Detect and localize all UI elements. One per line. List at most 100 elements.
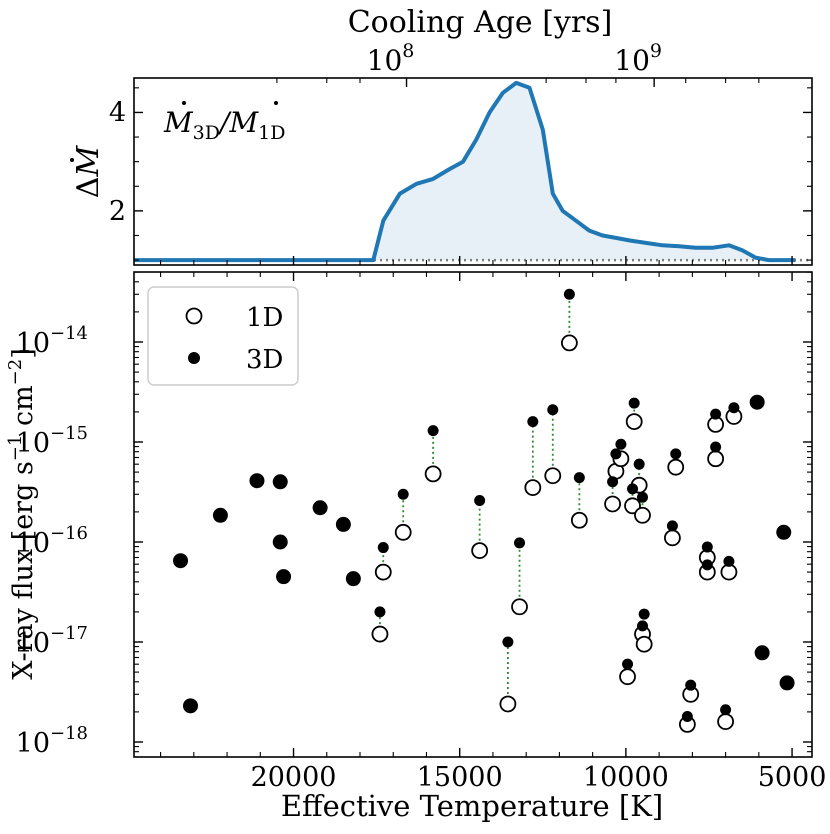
ratio-panel-ylabel: ΔM <box>71 145 106 199</box>
flux-3d-point <box>335 516 351 532</box>
flux-3d-point <box>723 555 735 567</box>
flux-3d-point <box>776 524 792 540</box>
flux-ytick-exp: −15 <box>50 423 88 444</box>
flux-1d-point <box>664 529 681 547</box>
flux-3d-point <box>710 441 722 453</box>
ratio-fill-area <box>134 82 796 261</box>
flux-ylabel-exp1: −1 <box>5 435 26 462</box>
flux-ylabel-end: ] <box>8 348 39 359</box>
top-tick-base: 10 <box>367 44 403 77</box>
flux-panel-xlabel: Effective Temperature [K] <box>281 789 663 823</box>
ratio-annotation-sub1d: 1D <box>258 122 285 144</box>
flux-1d-point <box>604 495 621 513</box>
flux-1d-point <box>624 497 641 515</box>
ratio-annotation-m1d: M <box>228 106 259 139</box>
top-tick-base: 10 <box>614 44 650 77</box>
ratio-ylabel-dot <box>70 158 74 162</box>
flux-3d-point <box>628 397 640 409</box>
flux-markers <box>173 288 795 733</box>
flux-ylabel-main: X-ray flux [erg s <box>8 461 39 680</box>
top-axis-tick-label: 108 <box>367 40 415 77</box>
top-axis-title: Cooling Age [yrs] <box>348 5 613 40</box>
flux-3d-point <box>272 474 288 490</box>
flux-3d-point <box>638 608 650 620</box>
flux-1d-point <box>560 334 578 352</box>
ratio-panel: 24 M3D/M1D ΔM <box>70 77 813 266</box>
ratio-ylabel-delta: Δ <box>71 177 106 199</box>
flux-3d-point <box>666 520 678 532</box>
flux-1d-point <box>511 598 528 616</box>
flux-ytick-label: 10−17 <box>16 623 88 659</box>
flux-3d-point <box>637 620 648 632</box>
ratio-annotation-slash: / <box>217 106 232 139</box>
flux-xtick-label: 15000 <box>417 762 503 793</box>
pair-connectors <box>379 294 735 725</box>
flux-3d-point <box>212 507 228 523</box>
flux-3d-point <box>502 636 514 648</box>
flux-ytick-base: 10 <box>16 328 50 359</box>
flux-3d-point <box>627 483 639 495</box>
legend-3d-marker <box>188 352 200 364</box>
top-tick-exp: 8 <box>402 40 414 62</box>
flux-ytick-label: 10−18 <box>16 723 88 759</box>
flux-3d-point <box>312 500 328 516</box>
flux-3d-point <box>610 448 622 460</box>
flux-ytick-exp: −17 <box>50 623 88 644</box>
flux-3d-point <box>397 488 409 500</box>
ratio-annotation-sub3d: 3D <box>193 122 220 144</box>
ratio-panel-frame <box>133 77 813 266</box>
ratio-ytick-label: 2 <box>109 196 126 227</box>
ratio-annotation: M3D/M1D <box>163 106 285 144</box>
flux-3d-point <box>622 658 634 670</box>
flux-ytick-label: 10−14 <box>16 323 88 359</box>
flux-3d-point <box>573 472 585 484</box>
flux-ytick-exp: −16 <box>50 523 88 544</box>
flux-3d-point <box>276 569 292 585</box>
top-axis-tick-label: 109 <box>614 40 662 77</box>
flux-1d-point <box>371 625 389 643</box>
flux-3d-point <box>710 408 722 420</box>
flux-3d-point <box>728 402 740 414</box>
flux-3d-point <box>547 404 559 416</box>
flux-xtick-label: 10000 <box>583 762 669 793</box>
flux-3d-point <box>749 394 765 410</box>
legend-1d-label: 1D <box>246 303 283 333</box>
flux-1d-point <box>634 506 651 524</box>
flux-ytick-base: 10 <box>16 428 50 459</box>
flux-1d-point <box>707 450 725 468</box>
flux-3d-point <box>474 495 486 507</box>
flux-3d-point <box>345 571 361 587</box>
flux-3d-point <box>272 534 288 550</box>
flux-3d-point <box>720 704 732 716</box>
flux-3d-point <box>701 541 713 553</box>
flux-3d-point <box>249 473 265 489</box>
top-tick-exp: 9 <box>650 40 662 62</box>
legend-frame <box>147 286 299 386</box>
flux-3d-point <box>670 448 682 460</box>
flux-3d-point <box>779 675 795 691</box>
flux-1d-point <box>424 465 442 483</box>
flux-3d-point <box>374 606 386 618</box>
flux-3d-point <box>173 553 189 569</box>
flux-xtick-label: 5000 <box>758 762 827 793</box>
flux-1d-point <box>635 635 653 653</box>
flux-3d-point <box>607 476 619 488</box>
flux-3d-point <box>685 679 697 691</box>
flux-1d-point <box>374 563 392 581</box>
flux-ytick-label: 10−16 <box>16 523 88 559</box>
flux-ylabel-mid: cm <box>8 385 39 434</box>
flux-ytick-exp: −14 <box>50 323 88 344</box>
legend-1d-marker <box>185 307 203 325</box>
flux-1d-point <box>524 479 542 496</box>
legend: 1D 3D <box>147 286 299 386</box>
flux-3d-point <box>615 438 627 450</box>
flux-1d-point <box>544 467 562 485</box>
ratio-annotation-dot-1d <box>274 101 278 105</box>
flux-1d-point <box>667 458 685 476</box>
flux-1d-point <box>570 511 588 529</box>
flux-3d-point <box>427 425 439 437</box>
flux-3d-point <box>514 537 526 549</box>
flux-ytick-base: 10 <box>16 528 50 559</box>
